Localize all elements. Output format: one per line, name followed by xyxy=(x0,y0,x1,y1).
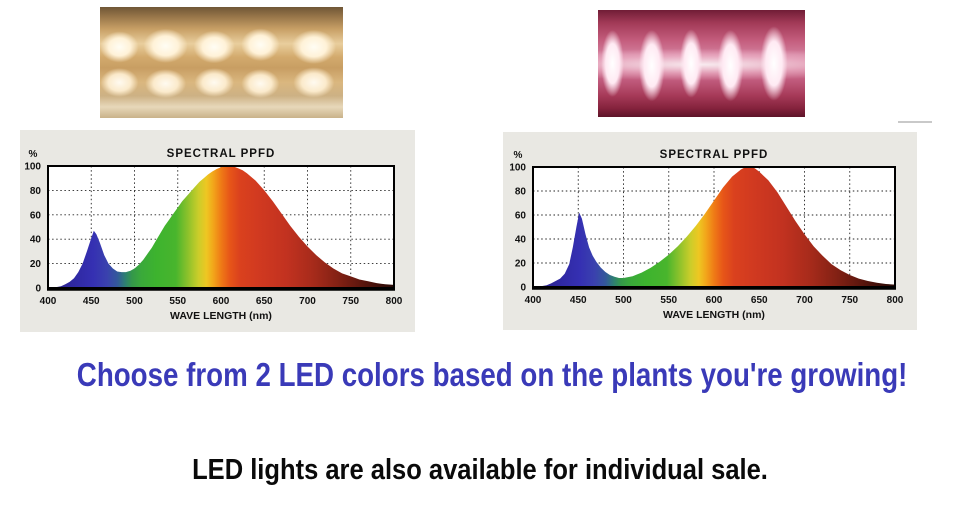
y-tick-label: 0 xyxy=(35,284,41,295)
y-tick-label: 80 xyxy=(30,186,42,197)
x-tick-label: 450 xyxy=(83,296,100,307)
x-tick-label: 600 xyxy=(213,296,230,307)
pink-red-led-strip-photo xyxy=(598,10,805,117)
y-tick-label: 20 xyxy=(515,259,527,270)
subheadline: LED lights are also available for indivi… xyxy=(192,454,768,486)
spectral-ppfd-chart-warm-white: SPECTRAL PPFD% 0 20 40 60 80 100 400 450 500 550 60… xyxy=(20,130,415,332)
x-tick-label: 750 xyxy=(342,296,359,307)
scan-artifact-line xyxy=(898,121,932,123)
x-tick-label: 800 xyxy=(386,296,403,307)
warm-white-led-strip-photo xyxy=(100,7,343,118)
x-tick-label: 650 xyxy=(256,296,273,307)
y-tick-label: 20 xyxy=(30,259,42,270)
y-tick-label: 100 xyxy=(509,163,526,174)
x-axis-label: WAVE LENGTH (nm) xyxy=(663,309,765,321)
x-tick-label: 400 xyxy=(525,295,542,306)
y-tick-label: 40 xyxy=(30,235,42,246)
chart-svg: SPECTRAL PPFD% 0 20 40 60 80 100 400 450 500 550 60… xyxy=(503,132,917,330)
spectral-ppfd-chart-pink-red: SPECTRAL PPFD% 0 20 40 60 80 100 400 450 500 550 60… xyxy=(503,132,917,330)
y-axis-unit: % xyxy=(29,149,38,160)
plot-border xyxy=(47,165,395,289)
y-tick-label: 80 xyxy=(515,187,527,198)
x-tick-label: 550 xyxy=(169,296,186,307)
y-axis-unit: % xyxy=(514,150,523,161)
x-axis-label: WAVE LENGTH (nm) xyxy=(170,310,272,322)
spectrum-area xyxy=(533,167,895,287)
headline: Choose from 2 LED colors based on the pl… xyxy=(76,356,908,393)
x-tick-label: 750 xyxy=(841,295,858,306)
x-tick-label: 450 xyxy=(570,295,587,306)
x-tick-label: 800 xyxy=(887,295,904,306)
y-tick-label: 40 xyxy=(515,235,527,246)
y-tick-label: 0 xyxy=(520,283,526,294)
x-tick-label: 700 xyxy=(796,295,813,306)
x-tick-label: 500 xyxy=(615,295,632,306)
x-tick-label: 700 xyxy=(299,296,316,307)
chart-title: SPECTRAL PPFD xyxy=(167,148,276,160)
x-tick-label: 400 xyxy=(40,296,57,307)
y-tick-label: 100 xyxy=(24,162,41,173)
chart-title: SPECTRAL PPFD xyxy=(660,149,769,161)
x-tick-label: 550 xyxy=(660,295,677,306)
x-tick-label: 500 xyxy=(126,296,143,307)
x-tick-label: 650 xyxy=(751,295,768,306)
spectrum-area xyxy=(48,166,394,288)
y-tick-label: 60 xyxy=(515,211,527,222)
chart-svg: SPECTRAL PPFD% 0 20 40 60 80 100 400 450 500 550 60… xyxy=(20,130,415,332)
plot-border xyxy=(532,166,896,288)
x-tick-label: 600 xyxy=(706,295,723,306)
y-tick-label: 60 xyxy=(30,210,42,221)
